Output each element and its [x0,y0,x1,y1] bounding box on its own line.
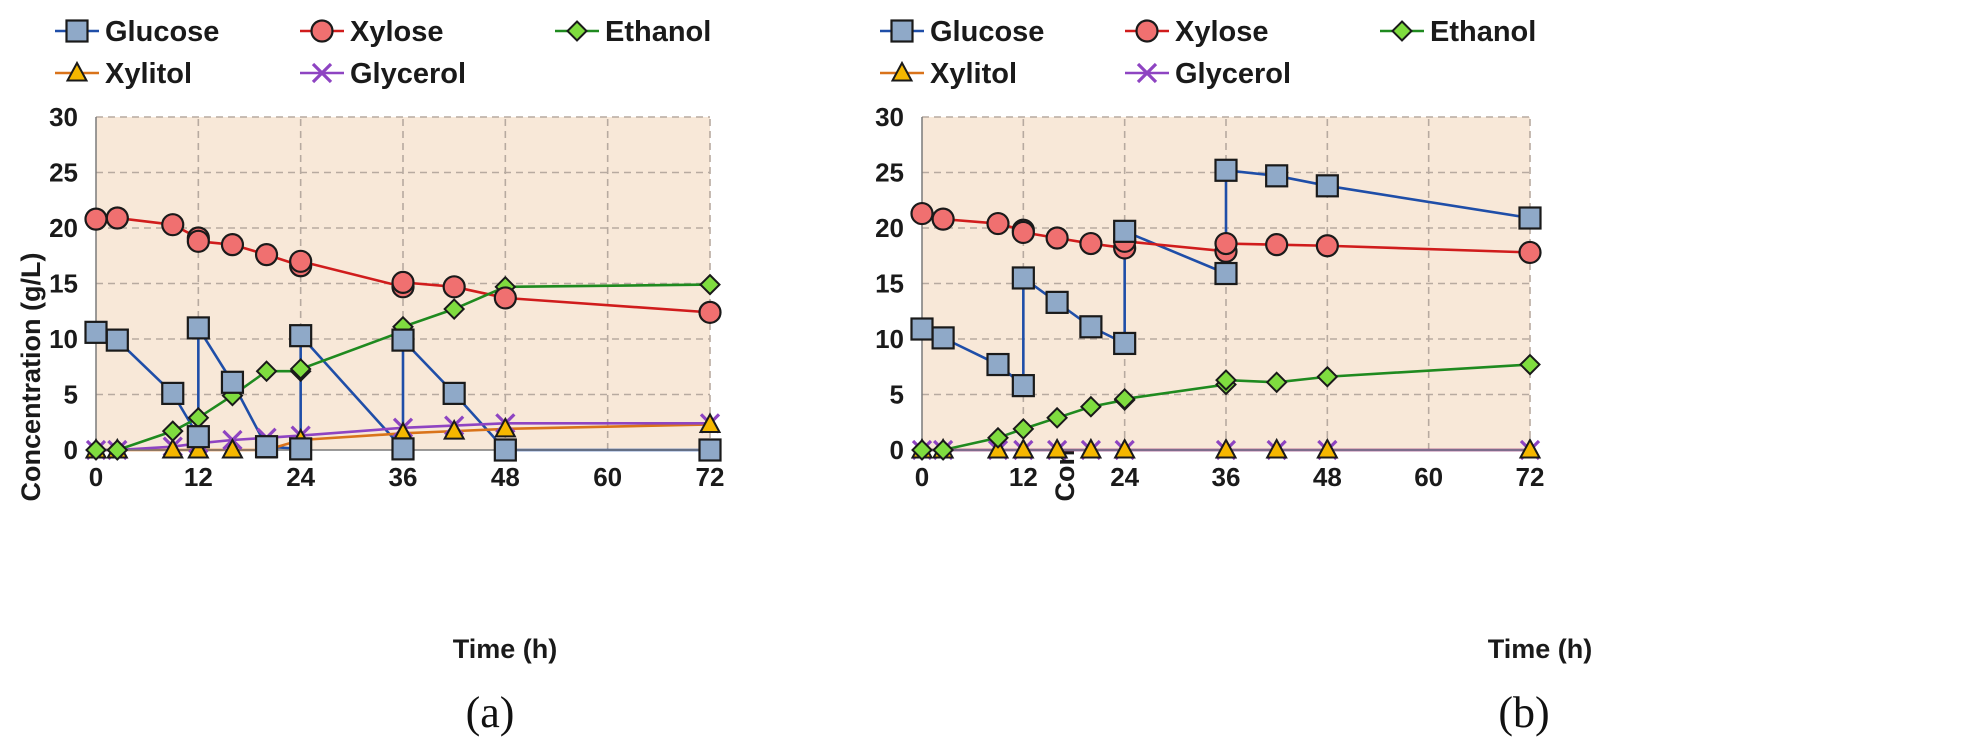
data-point-a-ethanol-10 [443,298,466,320]
x-tick-label-a-5: 60 [593,462,622,492]
series-markers-a [84,206,722,462]
data-point-a-xylitol-10 [698,412,722,433]
legend-item-a-glucose: Glucose [55,16,219,48]
y-tick-label-a-4: 20 [49,213,78,243]
x-axis-title-a: Time (h) [453,634,558,664]
y-tick-label-a-5: 25 [49,158,78,188]
data-point-a-glucose-9 [391,437,415,461]
y-axis-title-a: Concentration (g/L) [16,253,46,502]
legend-label-a-glucose: Glucose [105,16,219,48]
legend-marker-a-xylitol [65,60,89,82]
x-tick-label-a-6: 72 [696,462,725,492]
tick-labels-a: 0 5 10 15 20 25 30 0 12 24 36 48 60 72 [49,102,724,492]
data-point-a-xylitol-9 [494,416,517,438]
data-point-a-glucose-8 [289,324,313,348]
x-tick-label-a-4: 48 [491,462,520,492]
data-point-a-glucose-10 [391,328,415,352]
data-point-a-glucose-0 [84,320,108,344]
data-point-a-glucose-7 [289,437,313,461]
data-point-a-xylose-10 [391,270,415,294]
y-tick-label-a-1: 5 [64,380,78,410]
data-point-a-glucose-12 [493,438,517,462]
data-point-a-glucose-5 [220,370,245,394]
data-point-a-xylose-2 [161,213,185,237]
data-point-a-glucose-1 [105,328,129,352]
data-point-a-ethanol-2 [161,420,184,443]
data-point-a-glucose-2 [161,381,185,405]
data-point-a-ethanol-5 [255,360,278,383]
data-point-a-ethanol-7 [289,358,312,380]
x-tick-label-a-1: 12 [184,462,213,492]
data-point-a-xylose-0 [84,207,108,231]
panel-label-a: (a) [466,688,515,737]
data-point-a-glucose-11 [442,381,466,405]
y-tick-label-a-3: 15 [49,269,78,299]
x-tick-label-a-3: 36 [389,462,418,492]
legend-a: Glucose Xylose Ethanol Xylitol Glycerol [55,16,711,90]
legend-item-a-ethanol: Ethanol [555,16,711,48]
data-point-a-glucose-13 [698,438,722,462]
plot-area-a [84,116,722,462]
y-tick-label-a-0: 0 [64,435,78,465]
data-point-a-ethanol-0 [85,439,107,461]
data-point-a-xylose-12 [493,286,517,310]
data-point-a-xylose-4 [186,229,210,253]
y-tick-label-a-6: 30 [49,102,78,132]
legend-label-a-ethanol: Ethanol [605,16,711,48]
data-point-a-xylitol-3 [187,437,210,459]
data-point-a-ethanol-1 [106,439,129,461]
data-point-a-xylitol-8 [442,419,466,440]
data-point-a-glucose-6 [254,435,279,459]
legend-item-a-glycerol: Glycerol [300,58,466,90]
legend-label-a-xylitol: Xylitol [105,58,192,90]
data-point-a-xylitol-2 [161,437,184,459]
legend-label-a-glycerol: Glycerol [350,58,466,90]
data-point-a-xylose-13 [698,300,722,324]
data-point-a-xylose-1 [105,206,129,230]
legend-marker-a-glucose [65,19,89,43]
data-point-a-xylitol-4 [221,437,244,459]
data-point-a-xylose-11 [442,275,466,299]
data-point-a-xylose-6 [254,243,279,267]
legend-item-a-xylose: Xylose [300,16,444,48]
data-point-a-glucose-4 [186,316,210,340]
legend-label-a-xylose: Xylose [350,16,444,48]
legend-marker-a-xylose [310,19,334,43]
legend-marker-a-ethanol [566,20,588,42]
data-point-a-glucose-3 [186,425,210,449]
data-point-a-ethanol-12 [699,273,721,296]
legend-marker-a-glycerol [311,62,333,84]
y-tick-label-a-2: 10 [49,324,78,354]
data-point-a-xylose-5 [220,233,245,257]
x-tick-label-a-0: 0 [89,462,103,492]
legend-item-a-xylitol: Xylitol [55,58,192,90]
data-point-a-xylose-8 [289,249,313,273]
x-tick-label-a-2: 24 [286,462,315,492]
